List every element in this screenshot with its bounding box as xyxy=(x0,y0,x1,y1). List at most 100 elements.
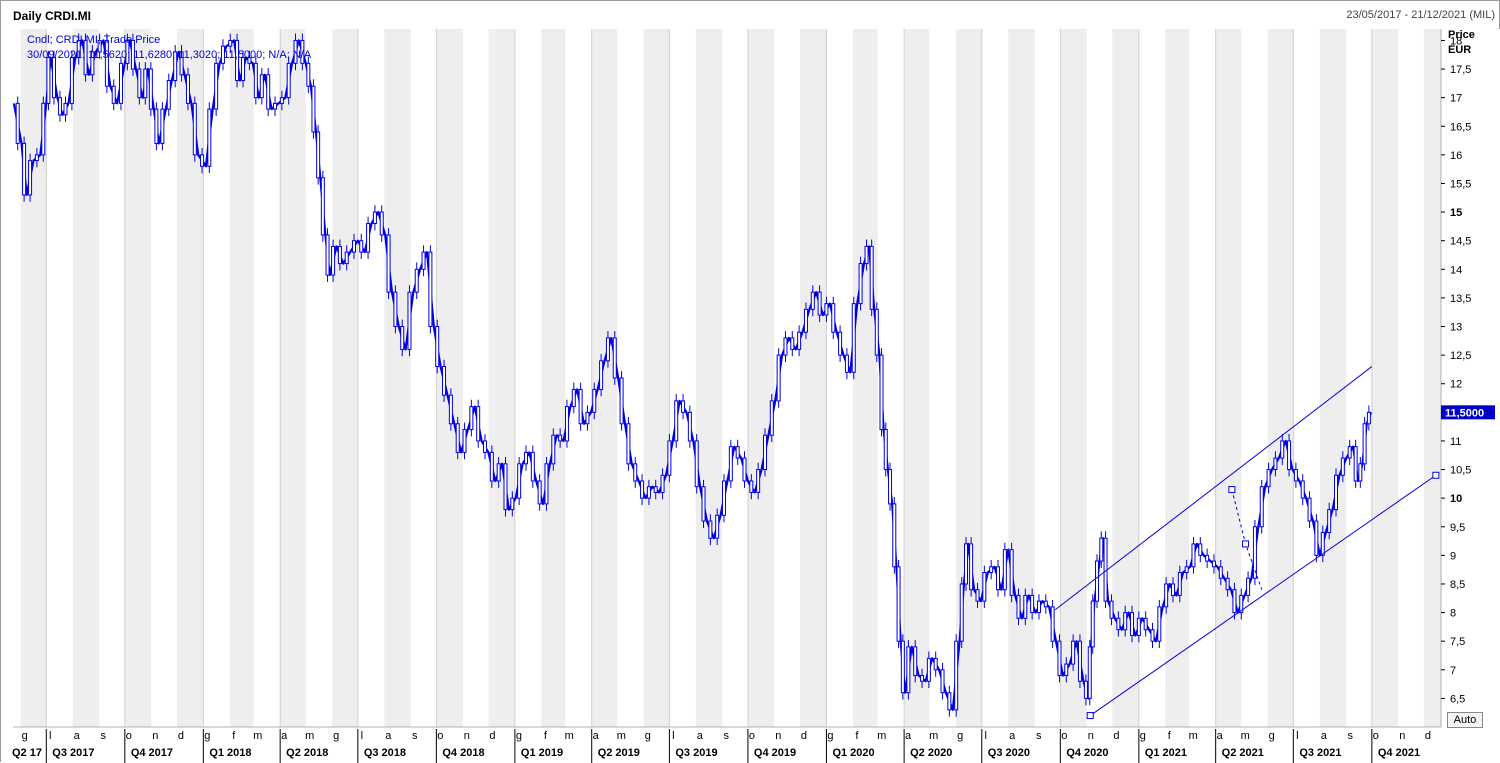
month-shade xyxy=(124,29,152,727)
month-tick-label: s xyxy=(1348,730,1354,742)
month-tick-label: d xyxy=(489,730,495,742)
month-shade xyxy=(1423,29,1441,727)
candle-body xyxy=(266,74,271,110)
candle-body xyxy=(1123,612,1128,631)
month-tick-label: a xyxy=(593,730,600,742)
last-price-marker xyxy=(1441,405,1495,420)
candle-body xyxy=(34,154,39,162)
candle-body xyxy=(344,251,349,265)
candle-body xyxy=(844,354,849,373)
candle-body xyxy=(22,142,27,196)
trend-channel[interactable] xyxy=(1054,366,1440,720)
date-range: 23/05/2017 - 21/12/2021 (MIL) xyxy=(1346,9,1495,21)
candle-body xyxy=(148,68,153,110)
candle-body xyxy=(1280,440,1285,459)
month-shade xyxy=(1267,29,1294,727)
candle-body xyxy=(1300,480,1305,499)
candle-body xyxy=(300,39,305,64)
candle-body xyxy=(1002,549,1007,591)
candle-body xyxy=(160,108,165,144)
candle-body xyxy=(496,463,501,482)
candle-body xyxy=(612,337,617,379)
candle-body xyxy=(776,354,781,402)
month-shade xyxy=(436,29,463,727)
candle-body xyxy=(578,388,583,425)
candle-body xyxy=(926,657,931,682)
quarter-tick-label: Q4 2020 xyxy=(1066,747,1108,759)
candle-body xyxy=(1095,560,1100,602)
quarter-tick-label: Q2 2018 xyxy=(286,747,328,759)
candle-body xyxy=(920,675,925,682)
auto-scale-button[interactable]: Auto xyxy=(1447,712,1483,728)
candle-body xyxy=(1211,560,1216,568)
candle-body xyxy=(97,39,102,53)
y-axis: 18 17,5 17 16,5 16 15,5 15 14,5 14 13,5 13 12,5 12 11… xyxy=(1440,29,1500,733)
legend-ohlc-values: 30/09/2021; 11,5620; 11,6280; 11,3020; 1… xyxy=(27,49,312,61)
candle-body xyxy=(564,406,569,442)
y-tick-label: 9,5 xyxy=(1450,522,1465,534)
candle-body xyxy=(28,160,33,196)
chart-title: Daily CRDI.MI xyxy=(13,9,92,23)
candle-body xyxy=(428,251,433,328)
month-tick-label: n xyxy=(1088,730,1094,742)
month-tick-label: n xyxy=(152,730,158,742)
month-shade xyxy=(72,29,100,727)
candle-body xyxy=(954,640,959,711)
month-tick-label: m xyxy=(877,730,886,742)
month-tick-label: s xyxy=(100,730,106,742)
month-shade xyxy=(852,29,878,727)
y-tick-label: 15 xyxy=(1450,207,1462,219)
candle-body xyxy=(906,646,911,694)
candle-body xyxy=(90,51,95,76)
candle-body xyxy=(435,326,440,368)
quarter-tick-label: Q1 2021 xyxy=(1145,747,1187,759)
candle-body xyxy=(1057,640,1062,677)
month-tick-label: o xyxy=(126,730,132,742)
month-tick-label: d xyxy=(1425,730,1431,742)
last-price-label: 11,5000 xyxy=(1445,407,1484,419)
month-tick-label: g xyxy=(1269,730,1275,742)
candle-body xyxy=(1266,469,1271,488)
candle-body xyxy=(1327,509,1332,533)
month-tick-label: m xyxy=(305,730,314,742)
candle-body xyxy=(448,394,453,425)
y-tick-label: 7 xyxy=(1450,665,1456,677)
candle-body xyxy=(235,39,240,81)
candle-body xyxy=(1353,446,1358,482)
candle-body xyxy=(722,480,727,516)
quarter-tick-label: Q2 2021 xyxy=(1222,747,1264,759)
month-tick-label: a xyxy=(1321,730,1328,742)
candle-body xyxy=(214,62,219,110)
month-tick-label: a xyxy=(1009,730,1016,742)
candle-body xyxy=(653,486,658,493)
month-tick-label: f xyxy=(232,730,236,742)
candle-body xyxy=(1030,594,1035,614)
candle-body xyxy=(386,234,391,293)
candle-body xyxy=(1170,583,1175,596)
grid-layer xyxy=(45,29,1373,727)
candle-body xyxy=(1130,612,1135,636)
candle-body xyxy=(687,411,692,442)
candle-body xyxy=(1050,606,1055,642)
candle-body xyxy=(104,39,109,87)
y-tick-label: 16 xyxy=(1450,150,1462,162)
candle-body xyxy=(888,469,893,505)
candle-body xyxy=(551,434,556,465)
candle-body xyxy=(185,74,190,104)
candle-body xyxy=(57,97,62,116)
candle-body xyxy=(192,102,197,156)
y-tick-label: 14 xyxy=(1450,264,1462,276)
candle-body xyxy=(790,337,795,350)
candle-body xyxy=(626,423,631,465)
candle-body xyxy=(51,57,56,99)
candle-body xyxy=(940,669,945,694)
month-tick-label: o xyxy=(749,730,755,742)
candle-body xyxy=(1239,594,1244,614)
candle-body xyxy=(975,589,980,602)
candle-body xyxy=(1198,543,1203,556)
month-tick-label: o xyxy=(1061,730,1067,742)
candle-body xyxy=(1009,549,1014,596)
candle-body xyxy=(585,411,590,425)
